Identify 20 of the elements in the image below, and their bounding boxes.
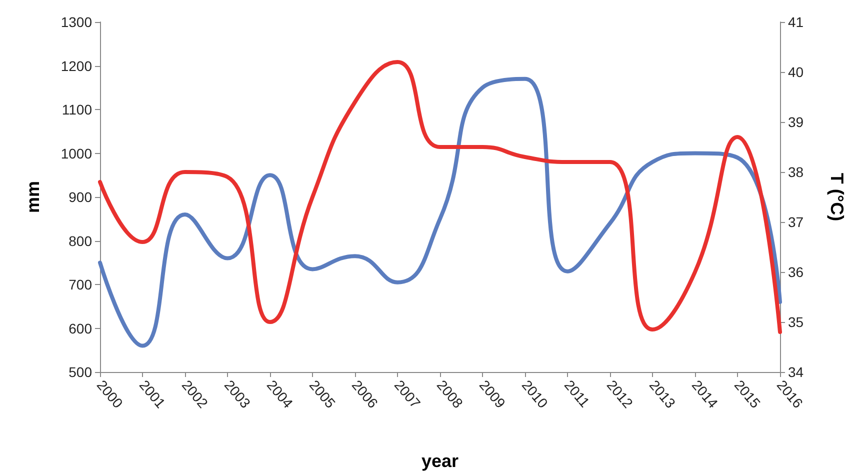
y-tick-label: 500 — [68, 364, 92, 380]
y-tick-label: 1300 — [60, 14, 92, 30]
y-tick-label: 700 — [68, 276, 92, 292]
y2-tick-label: 41 — [788, 14, 804, 30]
y-axis-title: mm — [23, 180, 43, 214]
y-tick-label: 1200 — [60, 58, 92, 74]
y2-tick-label: 35 — [788, 314, 804, 330]
y-tick-label: 1100 — [62, 102, 92, 118]
y-tick-label: 900 — [68, 189, 92, 205]
y-tick-label: 600 — [68, 320, 92, 336]
x-axis-title: year — [421, 451, 459, 471]
y-tick-label: 800 — [68, 232, 92, 249]
y-tick-label: 1000 — [60, 145, 92, 162]
y2-tick-label: 37 — [788, 214, 804, 230]
y2-axis-title: T (°C) — [827, 172, 847, 222]
y2-tick-label: 36 — [788, 264, 804, 280]
y2-tick-label: 38 — [788, 164, 804, 180]
y2-tick-label: 34 — [788, 364, 804, 380]
y2-tick-label: 40 — [788, 64, 804, 80]
y2-tick-label: 39 — [788, 114, 804, 130]
